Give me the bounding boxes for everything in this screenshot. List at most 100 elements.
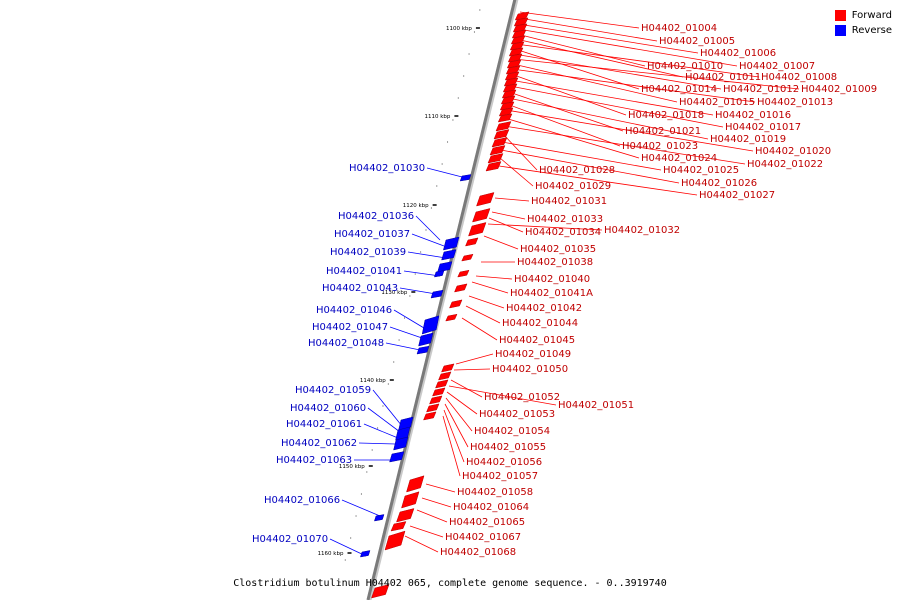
- reverse-gene-label[interactable]: H04402_01041: [326, 266, 402, 277]
- forward-gene-feature[interactable]: [472, 208, 491, 223]
- forward-gene-label[interactable]: H04402_01008: [761, 72, 837, 83]
- forward-gene-label[interactable]: H04402_01022: [747, 159, 823, 170]
- forward-gene-label[interactable]: H04402_01055: [470, 442, 546, 453]
- forward-gene-feature[interactable]: [507, 53, 523, 63]
- forward-gene-label[interactable]: H04402_01010: [647, 61, 723, 72]
- reverse-gene-feature[interactable]: [374, 514, 385, 522]
- forward-gene-label[interactable]: H04402_01011: [685, 72, 761, 83]
- forward-gene-feature[interactable]: [465, 237, 479, 247]
- forward-gene-label[interactable]: H04402_01013: [757, 97, 833, 108]
- forward-gene-feature[interactable]: [426, 403, 440, 413]
- forward-gene-feature[interactable]: [508, 47, 524, 57]
- reverse-gene-label[interactable]: H04402_01062: [281, 438, 357, 449]
- forward-gene-label[interactable]: H04402_01068: [440, 547, 516, 558]
- reverse-gene-feature[interactable]: [441, 249, 457, 261]
- forward-gene-label[interactable]: H04402_01034: [525, 227, 601, 238]
- forward-gene-label[interactable]: H04402_01015: [679, 97, 755, 108]
- reverse-gene-feature[interactable]: [421, 315, 440, 335]
- forward-gene-label[interactable]: H04402_01006: [700, 48, 776, 59]
- forward-gene-feature[interactable]: [505, 65, 521, 75]
- forward-gene-label[interactable]: H04402_01051: [558, 400, 634, 411]
- forward-gene-label[interactable]: H04402_01067: [445, 532, 521, 543]
- forward-gene-feature[interactable]: [499, 101, 515, 111]
- reverse-gene-feature[interactable]: [430, 289, 444, 299]
- reverse-gene-feature[interactable]: [434, 270, 445, 278]
- forward-gene-feature[interactable]: [423, 411, 437, 421]
- forward-gene-label[interactable]: H04402_01023: [622, 141, 698, 152]
- forward-gene-feature[interactable]: [476, 192, 495, 207]
- forward-gene-feature[interactable]: [509, 41, 525, 51]
- forward-gene-label[interactable]: H04402_01018: [628, 110, 704, 121]
- reverse-gene-feature[interactable]: [393, 436, 409, 451]
- forward-gene-label[interactable]: H04402_01014: [641, 84, 717, 95]
- forward-gene-feature[interactable]: [449, 299, 463, 309]
- forward-gene-label[interactable]: H04402_01024: [641, 153, 717, 164]
- forward-gene-label[interactable]: H04402_01038: [517, 257, 593, 268]
- reverse-gene-label[interactable]: H04402_01063: [276, 455, 352, 466]
- reverse-gene-label[interactable]: H04402_01059: [295, 385, 371, 396]
- forward-gene-feature[interactable]: [506, 59, 522, 69]
- forward-gene-label[interactable]: H04402_01026: [681, 178, 757, 189]
- forward-gene-label[interactable]: H04402_01033: [527, 214, 603, 225]
- forward-gene-label[interactable]: H04402_01045: [499, 335, 575, 346]
- forward-gene-feature[interactable]: [502, 83, 518, 93]
- reverse-gene-label[interactable]: H04402_01046: [316, 305, 392, 316]
- forward-gene-feature[interactable]: [511, 29, 527, 39]
- forward-gene-label[interactable]: H04402_01052: [484, 392, 560, 403]
- forward-gene-label[interactable]: H04402_01031: [531, 196, 607, 207]
- forward-gene-feature[interactable]: [504, 71, 520, 81]
- forward-gene-label[interactable]: H04402_01042: [506, 303, 582, 314]
- reverse-gene-feature[interactable]: [437, 261, 453, 273]
- forward-gene-label[interactable]: H04402_01049: [495, 349, 571, 360]
- reverse-gene-feature[interactable]: [360, 550, 371, 558]
- forward-gene-feature[interactable]: [371, 584, 390, 599]
- forward-gene-feature[interactable]: [495, 121, 512, 132]
- reverse-gene-label[interactable]: H04402_01047: [312, 322, 388, 333]
- reverse-gene-label[interactable]: H04402_01037: [334, 229, 410, 240]
- forward-gene-feature[interactable]: [457, 269, 470, 278]
- reverse-gene-feature[interactable]: [443, 236, 460, 251]
- reverse-gene-label[interactable]: H04402_01060: [290, 403, 366, 414]
- forward-gene-label[interactable]: H04402_01009: [801, 84, 877, 95]
- forward-gene-feature[interactable]: [498, 107, 514, 117]
- forward-gene-label[interactable]: H04402_01005: [659, 36, 735, 47]
- forward-gene-feature[interactable]: [500, 95, 516, 105]
- forward-gene-feature[interactable]: [513, 17, 529, 27]
- forward-gene-feature[interactable]: [491, 137, 508, 148]
- forward-gene-label[interactable]: H04402_01007: [739, 61, 815, 72]
- forward-gene-feature[interactable]: [487, 153, 504, 164]
- forward-gene-feature[interactable]: [512, 23, 528, 33]
- forward-gene-label[interactable]: H04402_01058: [457, 487, 533, 498]
- forward-gene-label[interactable]: H04402_01020: [755, 146, 831, 157]
- reverse-gene-label[interactable]: H04402_01030: [349, 163, 425, 174]
- forward-gene-label[interactable]: H04402_01004: [641, 23, 717, 34]
- forward-gene-feature[interactable]: [429, 395, 443, 405]
- forward-gene-label[interactable]: H04402_01016: [715, 110, 791, 121]
- forward-gene-feature[interactable]: [396, 508, 415, 523]
- forward-gene-feature[interactable]: [406, 475, 425, 493]
- forward-gene-label[interactable]: H04402_01041A: [510, 288, 593, 299]
- forward-gene-feature[interactable]: [461, 253, 474, 262]
- forward-gene-label[interactable]: H04402_01065: [449, 517, 525, 528]
- reverse-gene-label[interactable]: H04402_01061: [286, 419, 362, 430]
- reverse-gene-label[interactable]: H04402_01036: [338, 211, 414, 222]
- forward-gene-label[interactable]: H04402_01035: [520, 244, 596, 255]
- forward-gene-label[interactable]: H04402_01029: [535, 181, 611, 192]
- reverse-gene-feature[interactable]: [398, 416, 414, 431]
- reverse-gene-feature[interactable]: [459, 174, 472, 182]
- forward-gene-label[interactable]: H04402_01025: [663, 165, 739, 176]
- reverse-gene-label[interactable]: H04402_01048: [308, 338, 384, 349]
- reverse-gene-label[interactable]: H04402_01066: [264, 495, 340, 506]
- forward-gene-label[interactable]: H04402_01032: [604, 225, 680, 236]
- forward-gene-feature[interactable]: [503, 77, 519, 87]
- forward-gene-label[interactable]: H04402_01019: [710, 134, 786, 145]
- forward-gene-label[interactable]: H04402_01040: [514, 274, 590, 285]
- forward-gene-feature[interactable]: [485, 161, 502, 172]
- forward-gene-label[interactable]: H04402_01012: [723, 84, 799, 95]
- forward-gene-label[interactable]: H04402_01064: [453, 502, 529, 513]
- reverse-gene-feature[interactable]: [389, 451, 405, 463]
- forward-gene-label[interactable]: H04402_01054: [474, 426, 550, 437]
- forward-gene-feature[interactable]: [489, 145, 506, 156]
- reverse-gene-label[interactable]: H04402_01043: [322, 283, 398, 294]
- forward-gene-label[interactable]: H04402_01021: [625, 126, 701, 137]
